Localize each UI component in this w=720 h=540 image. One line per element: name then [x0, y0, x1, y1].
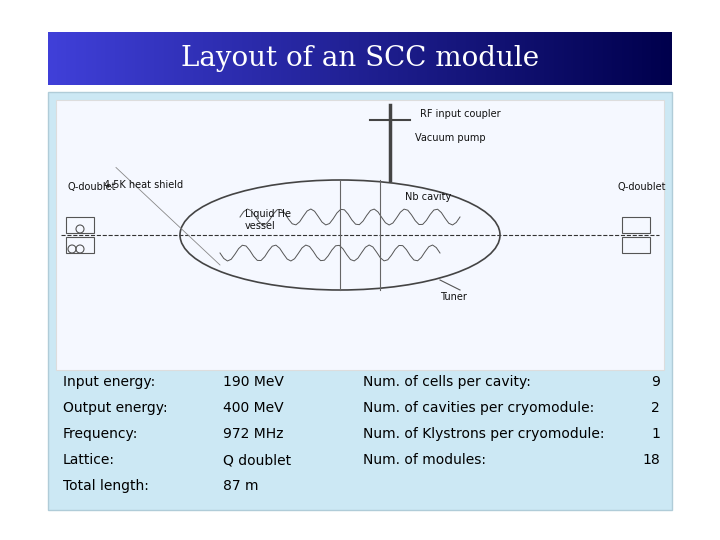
Bar	[622, 217, 650, 233]
Text: Num. of Klystrons per cryomodule:: Num. of Klystrons per cryomodule:	[363, 427, 605, 441]
Bar	[622, 237, 650, 253]
Text: Num. of cells per cavity:: Num. of cells per cavity:	[363, 375, 531, 389]
Text: Frequency:: Frequency:	[63, 427, 138, 441]
Text: Q doublet: Q doublet	[223, 453, 291, 467]
Text: Num. of modules:: Num. of modules:	[363, 453, 486, 467]
Text: Num. of cavities per cryomodule:: Num. of cavities per cryomodule:	[363, 401, 594, 415]
Text: Nb cavity: Nb cavity	[405, 192, 451, 202]
Text: Q-doublet: Q-doublet	[618, 182, 667, 192]
Text: 972 MHz: 972 MHz	[223, 427, 284, 441]
Text: 190 MeV: 190 MeV	[223, 375, 284, 389]
Text: Liquid He
vessel: Liquid He vessel	[245, 209, 291, 231]
Text: 1: 1	[651, 427, 660, 441]
Text: Output energy:: Output energy:	[63, 401, 168, 415]
Text: 87 m: 87 m	[223, 479, 258, 493]
Text: Tuner: Tuner	[440, 292, 467, 302]
Text: Total length:: Total length:	[63, 479, 149, 493]
Text: Layout of an SCC module: Layout of an SCC module	[181, 45, 539, 72]
Bar	[66, 237, 94, 253]
Bar	[56, 100, 664, 370]
Text: Lattice:: Lattice:	[63, 453, 115, 467]
Text: 400 MeV: 400 MeV	[223, 401, 284, 415]
Bar	[48, 92, 672, 510]
Text: RF input coupler: RF input coupler	[420, 109, 500, 119]
Text: 4.5K heat shield: 4.5K heat shield	[104, 180, 183, 190]
Text: Input energy:: Input energy:	[63, 375, 156, 389]
Text: 18: 18	[642, 453, 660, 467]
Text: Vacuum pump: Vacuum pump	[415, 133, 485, 143]
Text: 9: 9	[651, 375, 660, 389]
Bar	[66, 217, 94, 233]
Text: Q-doublet: Q-doublet	[68, 182, 117, 192]
Text: 2: 2	[652, 401, 660, 415]
